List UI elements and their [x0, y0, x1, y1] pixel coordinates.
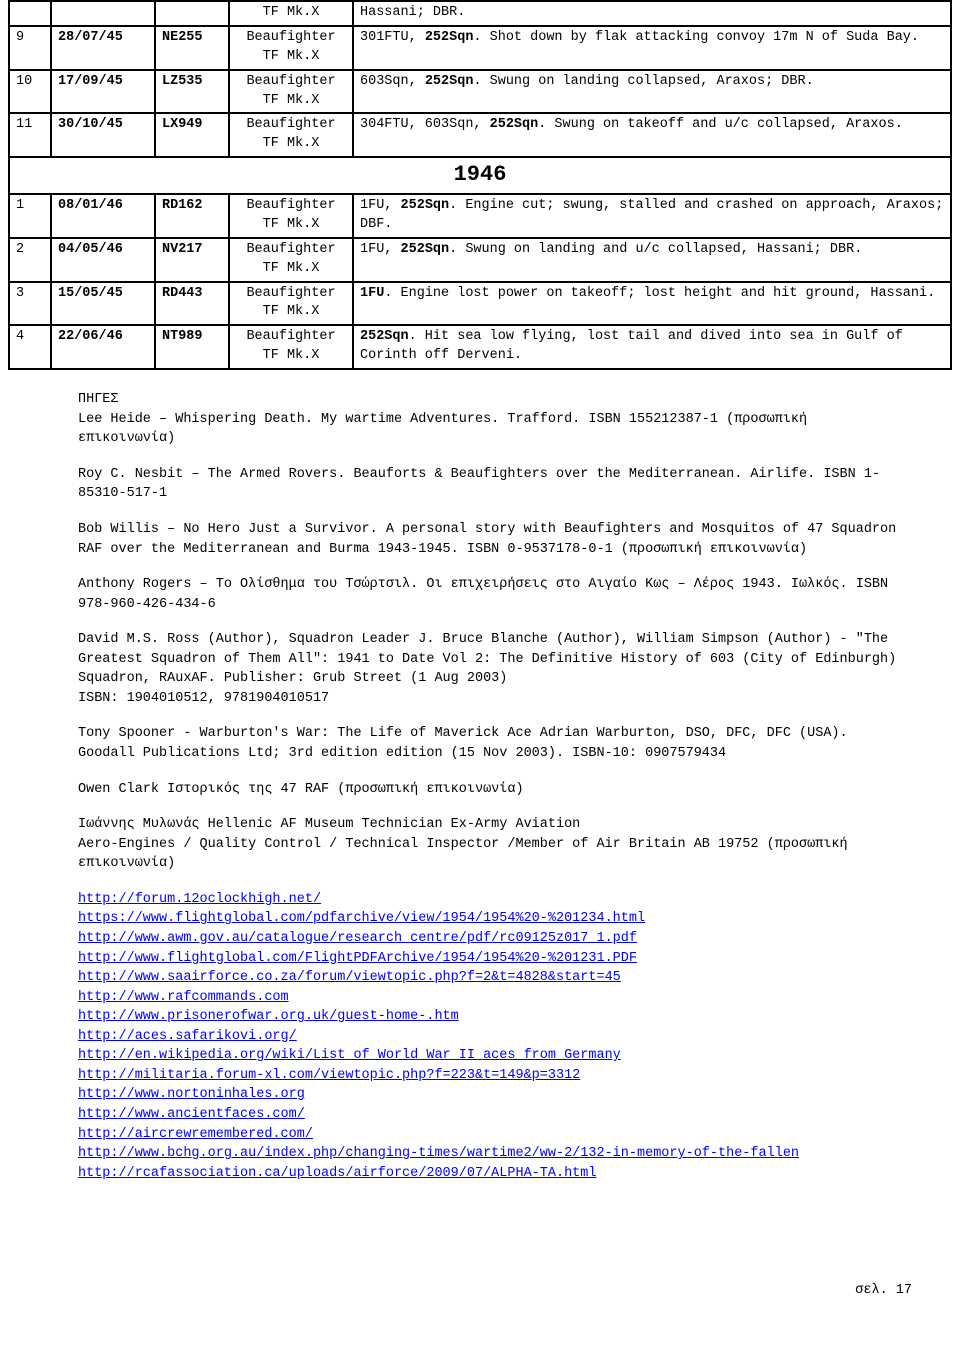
row-desc: 304FTU, 603Sqn, 252Sqn. Swung on takeoff… [353, 113, 951, 157]
source-paragraph: David M.S. Ross (Author), Squadron Leade… [78, 630, 912, 708]
row-number: 1 [9, 194, 51, 238]
sources-heading: ΠΗΓΕΣ [78, 390, 912, 410]
row-type: BeaufighterTF Mk.X [229, 282, 353, 326]
row-desc: 301FTU, 252Sqn. Shot down by flak attack… [353, 26, 951, 70]
source-link[interactable]: http://www.prisonerofwar.org.uk/guest-ho… [78, 1009, 459, 1024]
row-date: 08/01/46 [51, 194, 155, 238]
source-link[interactable]: http://www.flightglobal.com/FlightPDFArc… [78, 951, 637, 966]
row-date: 17/09/45 [51, 70, 155, 114]
row-serial [155, 1, 229, 26]
data-table: TF Mk.XHassani; DBR.928/07/45NE255Beaufi… [8, 0, 952, 370]
source-link[interactable]: http://www.ancientfaces.com/ [78, 1107, 305, 1122]
source-link[interactable]: http://www.nortoninhales.org [78, 1087, 305, 1102]
row-number: 9 [9, 26, 51, 70]
source-paragraph: Lee Heide – Whispering Death. My wartime… [78, 410, 912, 449]
row-serial: RD443 [155, 282, 229, 326]
row-type: BeaufighterTF Mk.X [229, 26, 353, 70]
table-row: 315/05/45RD443BeaufighterTF Mk.X1FU. Eng… [9, 282, 951, 326]
source-link[interactable]: http://forum.12oclockhigh.net/ [78, 892, 321, 907]
source-paragraph: Tony Spooner - Warburton's War: The Life… [78, 724, 912, 763]
row-number: 11 [9, 113, 51, 157]
source-paragraph: Ιωάννης Μυλωνάς Hellenic AF Museum Techn… [78, 815, 912, 874]
row-type: BeaufighterTF Mk.X [229, 238, 353, 282]
row-date: 30/10/45 [51, 113, 155, 157]
source-paragraph: Anthony Rogers – Το Ολίσθημα του Τσώρτσι… [78, 575, 912, 614]
page-footer: σελ. 17 [8, 1283, 912, 1298]
row-desc: 252Sqn. Hit sea low flying, lost tail an… [353, 325, 951, 369]
table-row: 108/01/46RD162BeaufighterTF Mk.X1FU, 252… [9, 194, 951, 238]
source-link[interactable]: http://www.saairforce.co.za/forum/viewto… [78, 970, 621, 985]
source-link[interactable]: http://en.wikipedia.org/wiki/List_of_Wor… [78, 1048, 621, 1063]
row-date [51, 1, 155, 26]
row-number: 2 [9, 238, 51, 282]
row-date: 28/07/45 [51, 26, 155, 70]
row-date: 15/05/45 [51, 282, 155, 326]
source-link[interactable]: http://aircrewremembered.com/ [78, 1127, 313, 1142]
row-desc: 1FU, 252Sqn. Engine cut; swung, stalled … [353, 194, 951, 238]
year-separator: 1946 [9, 157, 951, 194]
table-row: 1017/09/45LZ535BeaufighterTF Mk.X603Sqn,… [9, 70, 951, 114]
row-type: BeaufighterTF Mk.X [229, 70, 353, 114]
year-separator-row: 1946 [9, 157, 951, 194]
row-serial: NE255 [155, 26, 229, 70]
source-link[interactable]: http://www.awm.gov.au/catalogue/research… [78, 931, 637, 946]
row-number: 10 [9, 70, 51, 114]
row-serial: RD162 [155, 194, 229, 238]
row-type: BeaufighterTF Mk.X [229, 194, 353, 238]
source-paragraph: Owen Clark Ιστορικός της 47 RAF (προσωπι… [78, 780, 912, 800]
row-desc: 603Sqn, 252Sqn. Swung on landing collaps… [353, 70, 951, 114]
table-row: TF Mk.XHassani; DBR. [9, 1, 951, 26]
row-type: BeaufighterTF Mk.X [229, 113, 353, 157]
row-desc: 1FU, 252Sqn. Swung on landing and u/c co… [353, 238, 951, 282]
table-row: 1130/10/45LX949BeaufighterTF Mk.X304FTU,… [9, 113, 951, 157]
row-serial: LX949 [155, 113, 229, 157]
row-serial: NV217 [155, 238, 229, 282]
row-number: 4 [9, 325, 51, 369]
table-row: 422/06/46NT989BeaufighterTF Mk.X252Sqn. … [9, 325, 951, 369]
source-link[interactable]: http://rcafassociation.ca/uploads/airfor… [78, 1166, 596, 1181]
table-row: 928/07/45NE255BeaufighterTF Mk.X301FTU, … [9, 26, 951, 70]
source-paragraph: Bob Willis – No Hero Just a Survivor. A … [78, 520, 912, 559]
row-desc: Hassani; DBR. [353, 1, 951, 26]
row-type: TF Mk.X [229, 1, 353, 26]
row-serial: LZ535 [155, 70, 229, 114]
source-link[interactable]: https://www.flightglobal.com/pdfarchive/… [78, 911, 645, 926]
row-serial: NT989 [155, 325, 229, 369]
content-body: ΠΗΓΕΣ Lee Heide – Whispering Death. My w… [78, 390, 912, 1183]
row-number: 3 [9, 282, 51, 326]
links-block: http://forum.12oclockhigh.net/https://ww… [78, 890, 912, 1183]
source-link[interactable]: http://www.bchg.org.au/index.php/changin… [78, 1146, 799, 1161]
source-paragraph: Roy C. Nesbit – The Armed Rovers. Beaufo… [78, 465, 912, 504]
row-type: BeaufighterTF Mk.X [229, 325, 353, 369]
row-date: 22/06/46 [51, 325, 155, 369]
row-date: 04/05/46 [51, 238, 155, 282]
source-link[interactable]: http://militaria.forum-xl.com/viewtopic.… [78, 1068, 580, 1083]
row-number [9, 1, 51, 26]
source-link[interactable]: http://aces.safarikovi.org/ [78, 1029, 297, 1044]
table-row: 204/05/46NV217BeaufighterTF Mk.X1FU, 252… [9, 238, 951, 282]
source-link[interactable]: http://www.rafcommands.com [78, 990, 289, 1005]
row-desc: 1FU. Engine lost power on takeoff; lost … [353, 282, 951, 326]
